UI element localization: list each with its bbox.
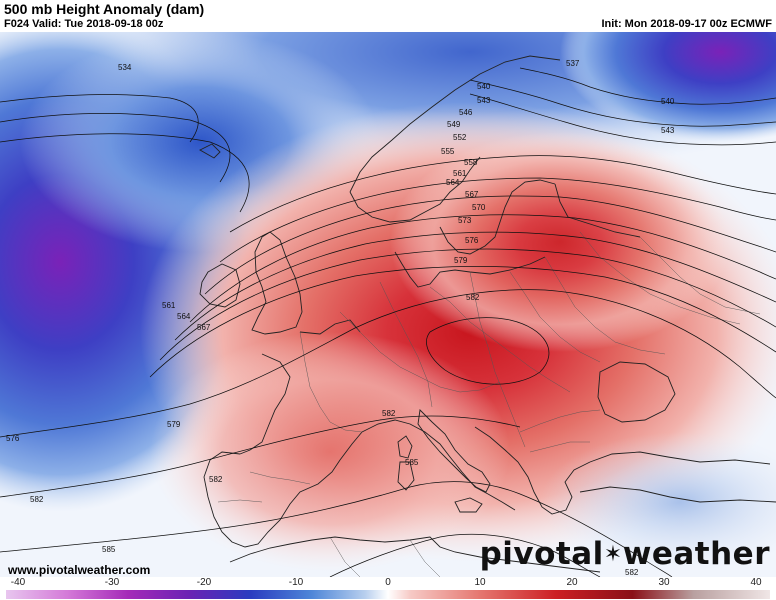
contour-label: 564 bbox=[446, 178, 460, 187]
colorbar: -40 -30 -20 -10 0 10 20 30 40 bbox=[0, 577, 776, 600]
colorbar-tick: 30 bbox=[658, 577, 670, 588]
brand-word-right: weather bbox=[622, 536, 770, 572]
contour-label: 561 bbox=[162, 301, 176, 310]
contour-label: 579 bbox=[454, 256, 468, 265]
contour-label: 582 bbox=[466, 293, 480, 302]
colorbar-strip bbox=[6, 590, 770, 599]
contour-label: 582 bbox=[625, 568, 639, 577]
contour-label: 558 bbox=[464, 158, 478, 167]
contour-label: 576 bbox=[465, 236, 479, 245]
map-header: 500 mb Height Anomaly (dam) F024 Valid: … bbox=[0, 0, 776, 32]
valid-time: F024 Valid: Tue 2018-09-18 00z bbox=[4, 18, 164, 30]
contour-label: 573 bbox=[458, 216, 472, 225]
star-icon: ✶ bbox=[603, 542, 623, 567]
colorbar-tick: -10 bbox=[288, 577, 304, 588]
contour-label: 555 bbox=[441, 147, 455, 156]
contour-label: 546 bbox=[459, 108, 473, 117]
contour-label: 549 bbox=[447, 120, 461, 129]
brand-logo: pivotal✶weather bbox=[480, 536, 770, 572]
contour-label: 552 bbox=[453, 133, 467, 142]
map-title: 500 mb Height Anomaly (dam) bbox=[4, 1, 205, 17]
contour-label: 582 bbox=[382, 409, 396, 418]
contour-label: 567 bbox=[197, 323, 211, 332]
contour-label: 564 bbox=[177, 312, 191, 321]
colorbar-tick: 10 bbox=[474, 577, 486, 588]
brand-word-left: pivotal bbox=[479, 536, 604, 572]
colorbar-tick: -30 bbox=[104, 577, 120, 588]
contour-label: 534 bbox=[118, 63, 132, 72]
contour-label: 585 bbox=[102, 545, 116, 554]
contour-label: 540 bbox=[661, 97, 675, 106]
contour-label: 537 bbox=[566, 59, 580, 68]
contour-label: 585 bbox=[405, 458, 419, 467]
contour-label: 582 bbox=[209, 475, 223, 484]
coastlines bbox=[199, 55, 776, 573]
contour-label: 576 bbox=[6, 434, 20, 443]
contour-label: 570 bbox=[472, 203, 486, 212]
contour-label: 579 bbox=[167, 420, 181, 429]
height-anomaly-map: 534 537 540 543 540 543 546 549 552 555 … bbox=[0, 32, 776, 577]
contour-label: 561 bbox=[453, 169, 467, 178]
colorbar-tick: -40 bbox=[10, 577, 26, 588]
contour-label: 543 bbox=[477, 96, 491, 105]
colorbar-tick: -20 bbox=[196, 577, 212, 588]
height-contours bbox=[0, 67, 776, 577]
colorbar-tick: 20 bbox=[566, 577, 578, 588]
source-url: www.pivotalweather.com bbox=[8, 563, 151, 577]
contour-label: 582 bbox=[30, 495, 44, 504]
colorbar-tick: 0 bbox=[385, 577, 391, 588]
colorbar-tick: 40 bbox=[750, 577, 762, 588]
country-borders bbox=[217, 231, 761, 577]
contour-label: 540 bbox=[477, 82, 491, 91]
init-time: Init: Mon 2018-09-17 00z ECMWF bbox=[601, 18, 772, 30]
contour-labels: 534 537 540 543 540 543 546 549 552 555 … bbox=[6, 59, 675, 577]
contour-label: 543 bbox=[661, 126, 675, 135]
contour-label: 567 bbox=[465, 190, 479, 199]
